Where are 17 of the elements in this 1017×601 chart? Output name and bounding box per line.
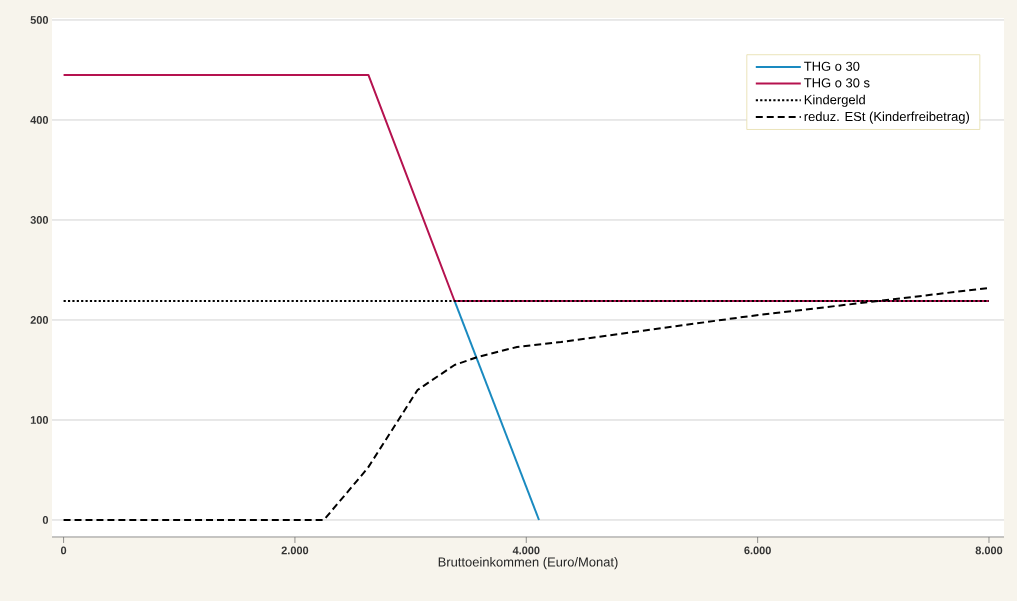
x-tick-label: 6.000 bbox=[744, 546, 771, 555]
legend-label: reduz. ESt (Kinderfreibetrag) bbox=[804, 111, 970, 124]
y-tick-label: 500 bbox=[30, 16, 49, 24]
x-tick-label: 2.000 bbox=[281, 546, 309, 555]
y-tick-label: 0 bbox=[42, 516, 49, 524]
y-tick-label: 300 bbox=[30, 216, 49, 224]
x-tick-label: 8.000 bbox=[975, 546, 1003, 555]
x-tick-label: 0 bbox=[60, 546, 67, 555]
y-tick-label: 400 bbox=[30, 116, 49, 124]
legend-label: Kindergeld bbox=[804, 94, 865, 107]
x-tick-label: 4.000 bbox=[512, 546, 540, 555]
y-tick-label: 200 bbox=[30, 316, 49, 324]
x-axis-title: Bruttoeinkommen (Euro/Monat) bbox=[438, 557, 618, 570]
legend-label: THG o 30 bbox=[804, 61, 860, 71]
y-tick-label: 100 bbox=[30, 416, 49, 424]
line-series bbox=[62, 286, 990, 521]
legend-label: THG o 30 s bbox=[804, 78, 870, 88]
